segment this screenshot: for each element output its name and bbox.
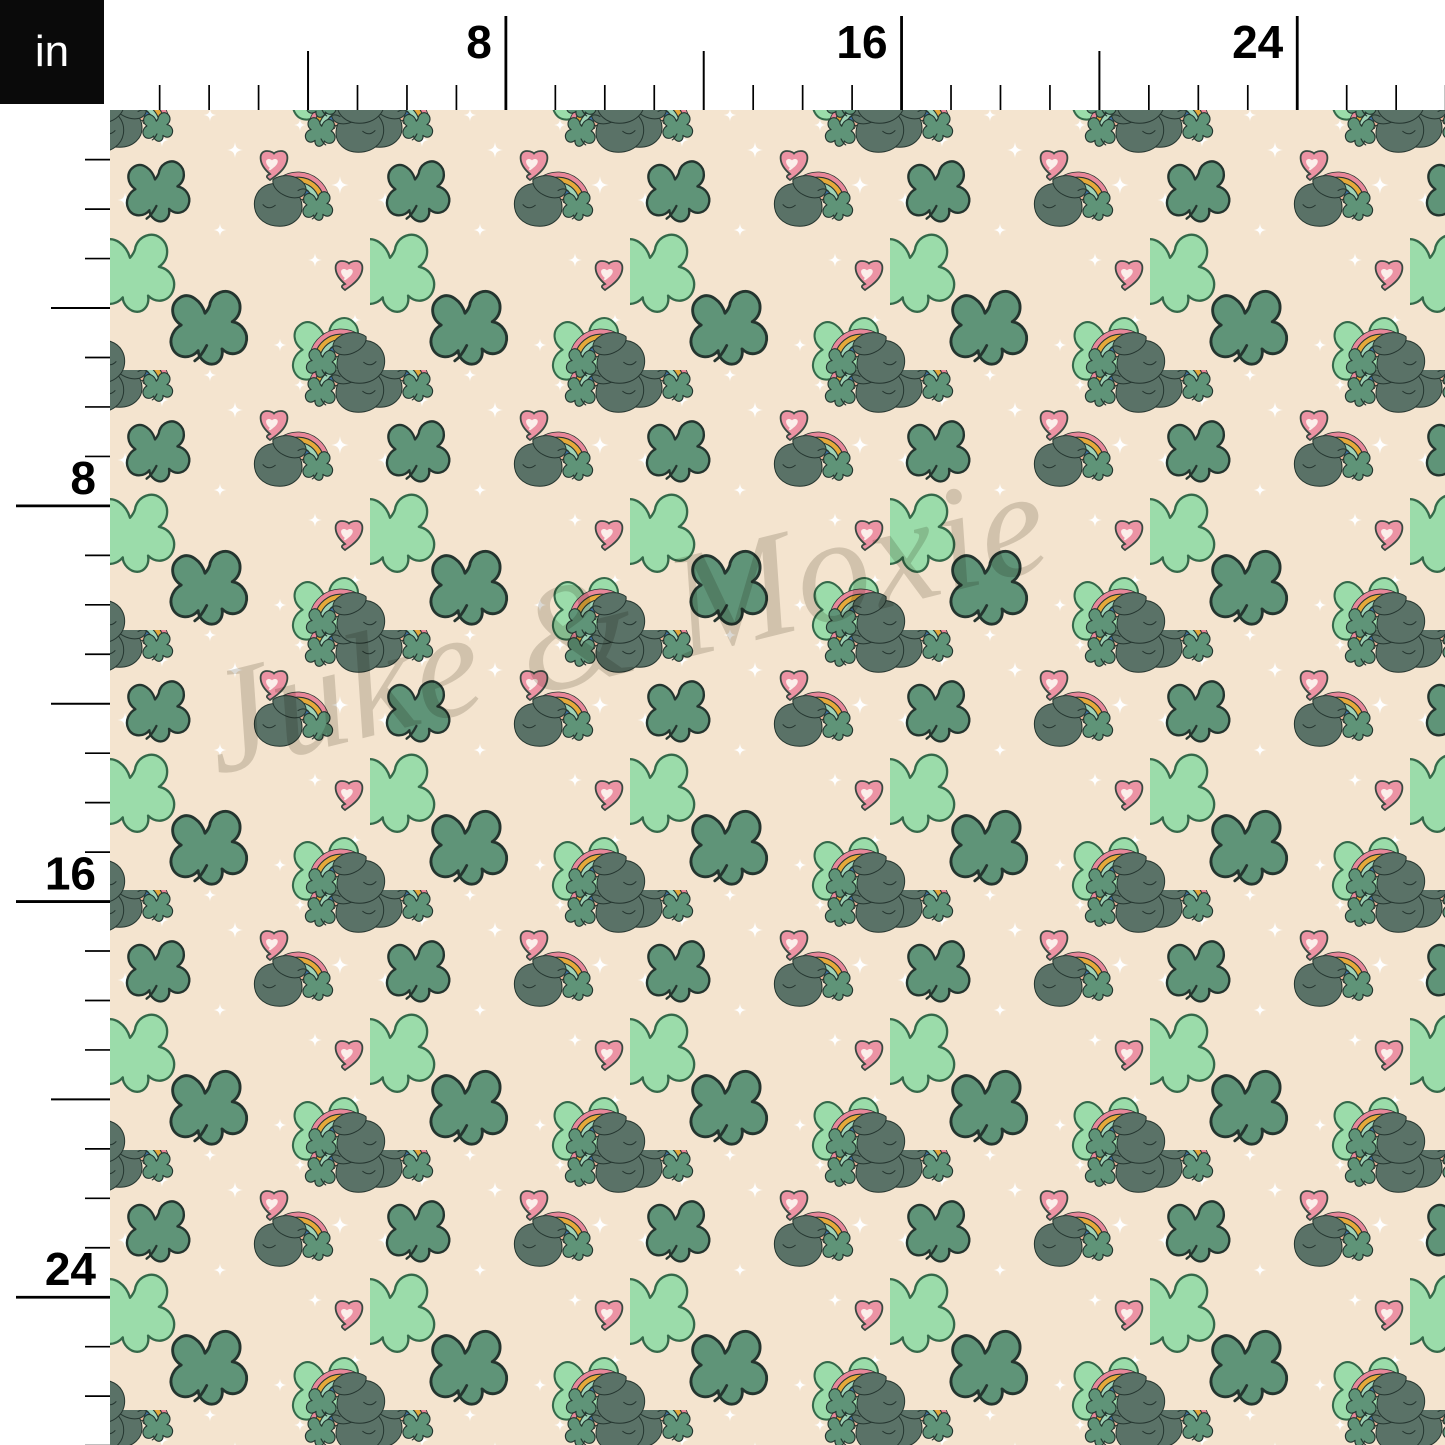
svg-text:24: 24	[1232, 16, 1284, 68]
svg-text:8: 8	[70, 452, 96, 504]
svg-text:8: 8	[466, 16, 492, 68]
svg-text:24: 24	[45, 1243, 97, 1295]
svg-text:16: 16	[45, 848, 96, 900]
svg-text:16: 16	[836, 16, 887, 68]
